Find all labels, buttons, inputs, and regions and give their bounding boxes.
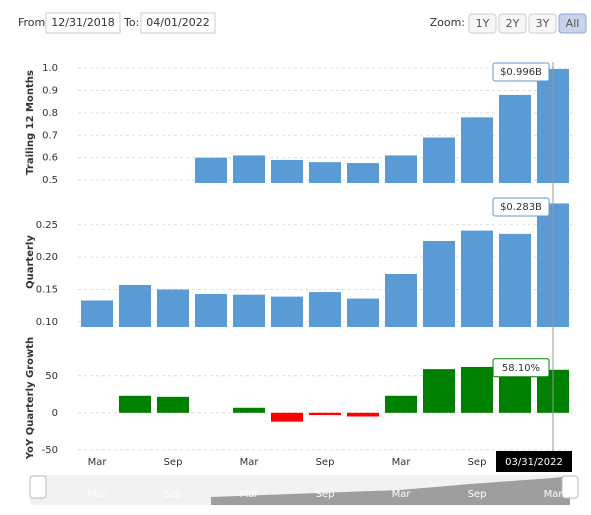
navigator: Mar Sep Mar Sep Mar Sep Mar (29, 475, 579, 505)
bar (271, 296, 303, 327)
x-tick-label: Sep (316, 457, 335, 468)
bar (157, 396, 189, 413)
bar (233, 407, 265, 413)
tooltip-label: $0.283B (500, 202, 542, 213)
y-axis-title: YoY Quarterly Growth (25, 337, 36, 460)
to-value[interactable]: 04/01/2022 (146, 16, 209, 29)
bar (309, 162, 341, 183)
tooltip-box (492, 358, 550, 378)
y-tick-label: 50 (45, 371, 58, 382)
bar (347, 412, 379, 417)
navigator-label: Sep (164, 489, 183, 500)
x-tick-label: Sep (164, 457, 183, 468)
y-tick-label: 0 (52, 408, 58, 419)
bar (423, 137, 455, 183)
zoom-button-label[interactable]: 1Y (476, 17, 490, 30)
y-tick-label: 0.6 (42, 153, 58, 164)
y-tick-label: 0.10 (36, 317, 58, 328)
tooltip-label: $0.996B (500, 67, 542, 78)
bar (423, 240, 455, 327)
x-tick-label: Mar (392, 457, 412, 468)
navigator-label: Mar (544, 489, 564, 500)
crosshair-label: 03/31/2022 (505, 457, 563, 468)
navigator-area (211, 476, 570, 505)
from-input[interactable] (45, 12, 121, 34)
navigator-label: Sep (468, 489, 487, 500)
bar (81, 300, 113, 327)
bar (499, 233, 531, 327)
bar (309, 412, 341, 416)
bar (385, 273, 417, 327)
bar (309, 292, 341, 327)
x-tick-label: Mar (88, 457, 108, 468)
x-tick-label: Mar (240, 457, 260, 468)
y-tick-label: 0.7 (42, 130, 58, 141)
to-label: To: (123, 16, 139, 29)
bar (233, 155, 265, 183)
y-tick-label: 0.9 (42, 85, 58, 96)
y-axis-title: Quarterly (25, 235, 36, 289)
y-axis-title: Trailing 12 Months (25, 70, 36, 175)
zoom-label: Zoom: (430, 16, 465, 29)
navigator-label: Sep (316, 489, 335, 500)
x-tick-label: Sep (468, 457, 487, 468)
bar (271, 412, 303, 422)
bar (499, 94, 531, 183)
bar (233, 294, 265, 327)
bar (347, 298, 379, 327)
to-input[interactable] (140, 12, 216, 34)
bar (195, 294, 227, 327)
y-tick-label: 0.5 (42, 175, 58, 186)
crosshair-label-box (496, 451, 572, 472)
y-tick-label: 0.25 (36, 220, 58, 231)
zoom-button-label[interactable]: 3Y (536, 17, 550, 30)
bar (271, 159, 303, 183)
bar (157, 289, 189, 327)
navigator-label: Mar (240, 489, 260, 500)
from-value[interactable]: 12/31/2018 (51, 16, 114, 29)
bar (385, 155, 417, 183)
bar (499, 372, 531, 413)
zoom-button[interactable] (468, 13, 497, 34)
y-tick-label: 0.8 (42, 108, 58, 119)
zoom-button-label[interactable]: 2Y (506, 17, 520, 30)
navigator-handle[interactable] (29, 475, 47, 499)
bar (195, 157, 227, 183)
bar (385, 395, 417, 413)
navigator-label: Mar (88, 489, 108, 500)
tooltip-label: 58.10% (502, 363, 540, 374)
from-label: From: (18, 16, 49, 29)
y-tick-label: -50 (42, 445, 58, 456)
bar (461, 117, 493, 183)
navigator-label: Mar (392, 489, 412, 500)
zoom-button[interactable] (528, 13, 557, 34)
navigator-handle[interactable] (561, 475, 579, 499)
zoom-button[interactable] (498, 13, 527, 34)
bar (347, 163, 379, 183)
tooltip-box (492, 197, 550, 217)
zoom-button-label[interactable]: All (566, 17, 580, 30)
y-tick-label: 0.20 (36, 252, 58, 263)
bar (119, 395, 151, 413)
tooltip-box (492, 62, 550, 82)
bar (461, 366, 493, 413)
y-tick-label: 1.0 (42, 63, 58, 74)
zoom-button[interactable] (558, 13, 587, 34)
bar (423, 369, 455, 413)
y-tick-label: 0.15 (36, 284, 58, 295)
bar (119, 284, 151, 327)
bar (461, 230, 493, 327)
